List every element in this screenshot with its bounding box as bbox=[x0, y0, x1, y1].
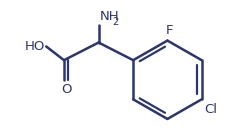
Text: O: O bbox=[62, 83, 72, 96]
Text: Cl: Cl bbox=[205, 103, 218, 116]
Text: NH: NH bbox=[100, 10, 119, 23]
Text: F: F bbox=[166, 24, 173, 37]
Text: 2: 2 bbox=[112, 17, 119, 27]
Text: HO: HO bbox=[25, 40, 45, 53]
